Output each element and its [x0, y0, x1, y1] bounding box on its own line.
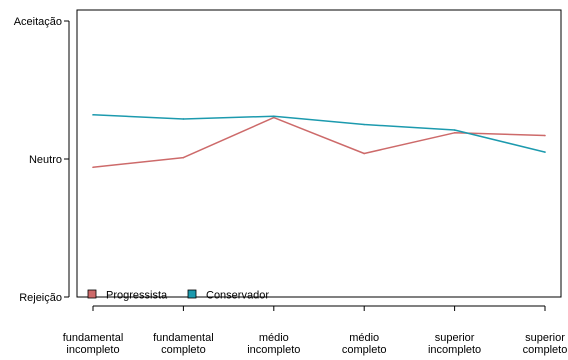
data-point: [182, 118, 185, 120]
data-point: [92, 114, 94, 116]
y-tick-label: Rejeição: [19, 292, 62, 304]
plot-frame: [76, 9, 562, 298]
x-tick-label-line: completo: [161, 344, 206, 356]
x-tick-label: fundamental incompleto: [63, 332, 124, 356]
legend-swatch: [87, 289, 97, 299]
data-point: [273, 116, 275, 119]
x-tick-label-line: incompleto: [66, 344, 119, 356]
x-tick-label-line: incompleto: [428, 344, 481, 356]
x-tick-label-line: superior: [525, 332, 565, 344]
series-line: [92, 114, 546, 153]
data-point: [544, 134, 546, 137]
y-tick-label: Neutro: [29, 154, 62, 166]
x-tick-label-line: médio: [259, 332, 289, 344]
series-layer: [92, 114, 546, 169]
legend-label: Conservador: [206, 290, 269, 302]
legend: Progressista Conservador: [87, 289, 269, 302]
x-tick-label-line: completo: [342, 344, 387, 356]
data-point: [92, 166, 94, 169]
series-conservador: [92, 114, 546, 153]
data-point: [453, 131, 456, 134]
x-tick-label-line: incompleto: [247, 344, 300, 356]
data-point: [363, 123, 366, 126]
x-tick-label-line: fundamental: [63, 332, 124, 344]
series-progressista: [92, 116, 546, 169]
data-point: [273, 115, 275, 118]
x-tick-label-line: completo: [523, 344, 568, 356]
data-point: [182, 156, 185, 159]
x-tick-label: superior incompleto: [428, 332, 481, 356]
x-tick-label-line: médio: [349, 332, 379, 344]
x-tick-label: fundamental completo: [153, 332, 214, 356]
x-tick-label: médio completo: [342, 332, 387, 356]
data-point: [453, 129, 456, 131]
legend-label: Progressista: [106, 290, 168, 302]
x-tick-label-line: fundamental: [153, 332, 214, 344]
x-tick-label-line: superior: [435, 332, 475, 344]
x-tick-label: superior completo: [523, 332, 568, 356]
y-axis: Rejeição Neutro Aceitação: [14, 16, 70, 304]
series-line: [92, 116, 546, 169]
data-point: [544, 151, 546, 153]
y-tick-label: Aceitação: [14, 16, 62, 28]
data-point: [363, 152, 366, 155]
legend-swatch: [187, 289, 197, 299]
x-tick-label: médio incompleto: [247, 332, 300, 356]
